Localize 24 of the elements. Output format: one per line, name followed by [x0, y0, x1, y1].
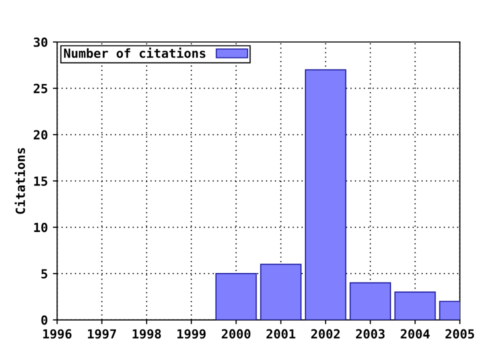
- x-tick-label: 2002: [311, 329, 340, 339]
- bar: [350, 282, 392, 320]
- y-tick-label: 10: [34, 222, 48, 232]
- bar: [304, 69, 346, 320]
- y-tick-label: 20: [34, 130, 48, 140]
- x-tick-label: 2005: [445, 329, 474, 339]
- y-tick-label: 25: [34, 84, 48, 94]
- x-tick-label: 2001: [266, 329, 296, 339]
- x-tick-label: 1996: [43, 329, 72, 339]
- x-tick-label: 2000: [222, 329, 250, 339]
- y-tick-label: 15: [34, 176, 48, 186]
- legend-label: Number of citations: [64, 48, 206, 58]
- x-tick-label: 2003: [356, 329, 385, 339]
- y-axis-title: Citations: [14, 148, 26, 214]
- x-tick-label: 1999: [177, 329, 206, 339]
- bar: [394, 292, 436, 320]
- x-tick-label: 1997: [88, 329, 116, 339]
- bar: [260, 264, 302, 320]
- y-tick-label: 0: [41, 315, 48, 325]
- x-tick-label: 2004: [400, 329, 430, 339]
- y-tick-label: 5: [41, 269, 48, 279]
- bar: [215, 273, 257, 320]
- y-tick-label: 30: [34, 37, 48, 47]
- x-tick-label: 1998: [132, 329, 161, 339]
